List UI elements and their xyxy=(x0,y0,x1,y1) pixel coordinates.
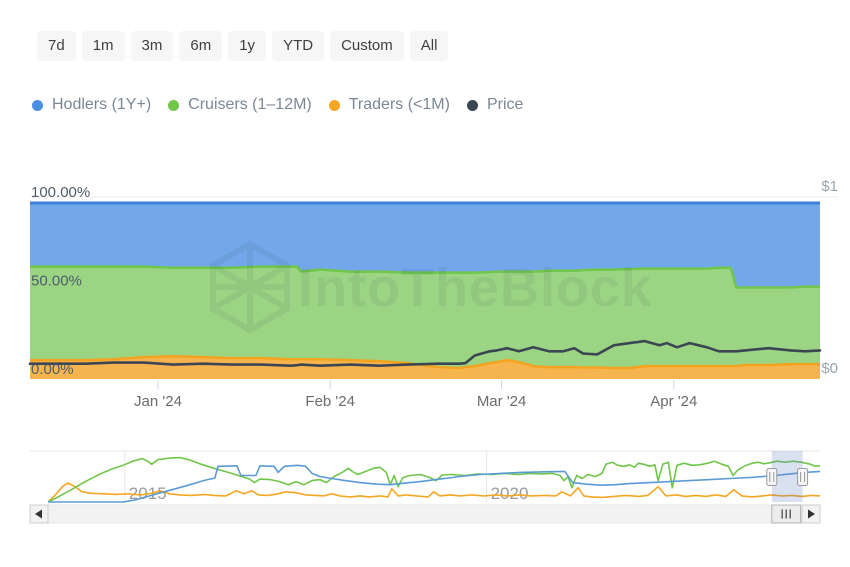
range-button-6m[interactable]: 6m xyxy=(179,31,223,61)
y-axis-left-label-100-00: 100.00% xyxy=(31,184,90,201)
main-plot xyxy=(30,196,838,379)
navigator-series-hodlers xyxy=(48,464,821,503)
x-axis-label-apr-24: Apr '24 xyxy=(650,393,697,410)
navigator-year-label-2020: 2020 xyxy=(491,484,529,503)
range-button-ytd[interactable]: YTD xyxy=(272,31,325,61)
x-axis-label-feb-24: Feb '24 xyxy=(305,393,355,410)
legend-dot-price-icon xyxy=(466,99,478,111)
legend-item-traders[interactable]: Traders (<1M) xyxy=(328,96,450,114)
range-toolbar: 7d 1m 3m 6m 1y YTD Custom All xyxy=(37,31,449,61)
navigator-handle-left[interactable] xyxy=(766,468,778,486)
range-button-1m[interactable]: 1m xyxy=(81,31,125,61)
price-series xyxy=(28,339,822,367)
navigator-series-traders xyxy=(47,482,821,503)
legend-dot-hodlers-icon xyxy=(32,99,43,111)
legend-dot-traders-icon xyxy=(328,99,340,111)
range-button-all[interactable]: All xyxy=(409,31,449,61)
intotheblock-watermark-text: IntoTheBlock xyxy=(298,258,652,318)
y-axis-left-label-0-00: 0.00% xyxy=(31,361,74,378)
scrollbar-track[interactable] xyxy=(29,504,821,524)
legend-item-price[interactable]: Price xyxy=(466,96,524,114)
legend-label-hodlers: Hodlers (1Y+) xyxy=(52,96,152,113)
legend-label-cruisers: Cruisers (1–12M) xyxy=(188,96,312,113)
x-axis-label-jan-24: Jan '24 xyxy=(134,393,182,410)
chart-legend: Hodlers (1Y+) Cruisers (1–12M) Traders (<1… xyxy=(32,96,523,114)
legend-item-hodlers[interactable]: Hodlers (1Y+) xyxy=(32,96,151,114)
range-button-1y[interactable]: 1y xyxy=(228,31,267,61)
range-button-custom[interactable]: Custom xyxy=(330,31,404,61)
traders-line xyxy=(30,354,820,370)
cruisers-line xyxy=(30,265,820,289)
scrollbar xyxy=(29,504,821,524)
legend-item-cruisers[interactable]: Cruisers (1–12M) xyxy=(168,96,312,114)
traders-area xyxy=(30,356,820,379)
x-axis-label-mar-24: Mar '24 xyxy=(477,393,527,410)
scroll-left-arrow-icon xyxy=(35,509,42,519)
intotheblock-watermark: IntoTheBlock xyxy=(209,240,652,334)
cruisers-area xyxy=(30,266,820,379)
y-axis-right-label-0: $0 xyxy=(821,360,838,377)
range-button-7d[interactable]: 7d xyxy=(37,31,76,61)
price-line xyxy=(28,339,822,367)
y-axis-left-label-50-00: 50.00% xyxy=(31,273,82,290)
intotheblock-logo-icon xyxy=(209,240,291,334)
navigator-handle-right[interactable] xyxy=(797,468,809,486)
legend-dot-cruisers-icon xyxy=(168,99,180,111)
legend-label-price: Price xyxy=(486,96,524,113)
range-button-3m[interactable]: 3m xyxy=(130,31,174,61)
y-axis-right-label-1: $1 xyxy=(821,178,838,195)
axes: 100.00% 50.00% 0.00% $1 $0 Jan '24 Feb '24 Mar … xyxy=(31,178,838,410)
navigator: 2015 2020 xyxy=(30,450,821,503)
legend-label-traders: Traders (<1M) xyxy=(348,96,450,113)
scroll-right-arrow-icon xyxy=(808,509,815,519)
